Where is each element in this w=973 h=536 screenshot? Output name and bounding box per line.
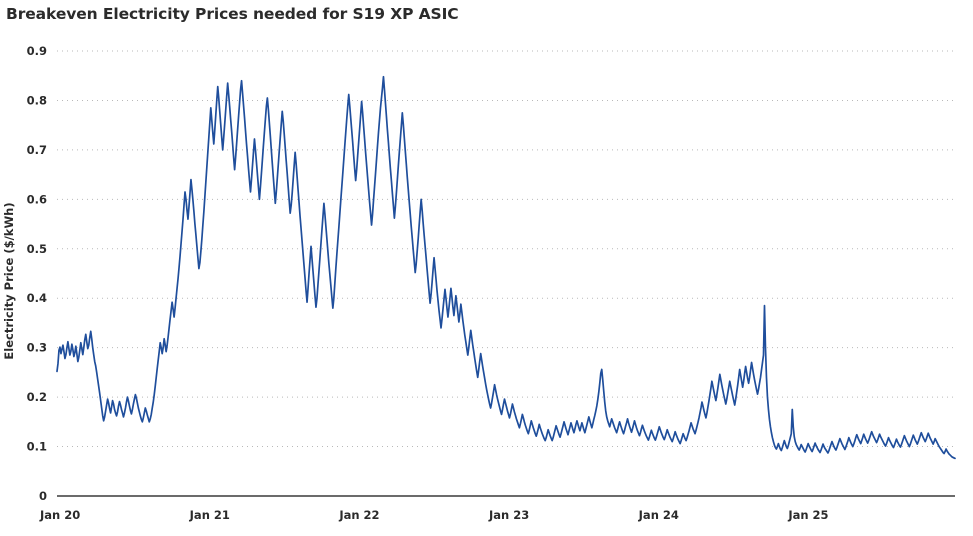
- grid-lines: [57, 50, 955, 448]
- y-tick-label: 0: [39, 489, 47, 503]
- series-line: [56, 75, 956, 460]
- x-tick-label: Jan 23: [488, 508, 529, 522]
- y-tick-label: 0.9: [27, 44, 47, 58]
- x-tick-label: Jan 20: [39, 508, 80, 522]
- x-tick-label: Jan 21: [189, 508, 230, 522]
- y-tick-label: 0.5: [27, 242, 47, 256]
- page-title: Breakeven Electricity Prices needed for …: [6, 5, 459, 23]
- y-tick-label: 0.8: [27, 93, 47, 107]
- y-tick-label: 0.2: [27, 390, 47, 404]
- x-axis-tick-labels: Jan 20 Jan 21 Jan 22 Jan 23 Jan 24 Jan 25: [39, 508, 829, 522]
- x-tick-label: Jan 25: [787, 508, 828, 522]
- data-series-group: [56, 75, 956, 460]
- x-tick-label: Jan 24: [638, 508, 679, 522]
- y-tick-label: 0.6: [27, 192, 47, 206]
- y-tick-label: 0.7: [27, 143, 47, 157]
- y-tick-label: 0.1: [27, 440, 47, 454]
- y-tick-label: 0.4: [27, 291, 47, 305]
- y-tick-label: 0.3: [27, 341, 47, 355]
- y-axis-tick-labels: 0 0.1 0.2 0.3 0.4 0.5 0.6 0.7 0.8 0.9: [27, 44, 47, 503]
- x-tick-label: Jan 22: [338, 508, 379, 522]
